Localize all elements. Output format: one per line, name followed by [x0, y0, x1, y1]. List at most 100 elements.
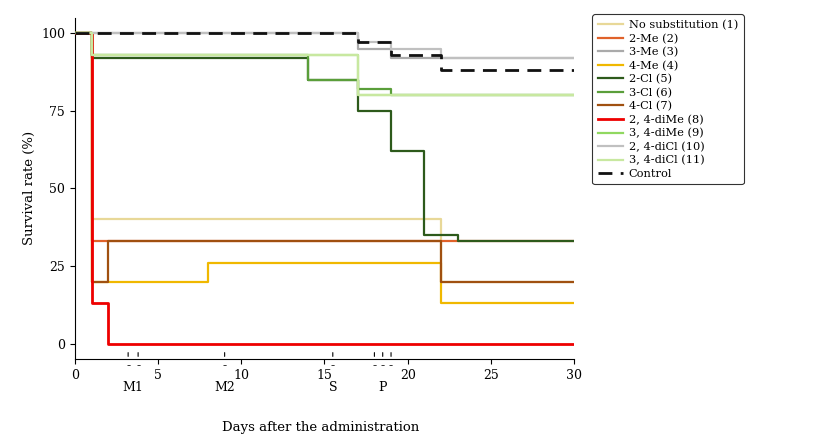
2-Me (2)	[87, 30, 97, 35]
3, 4-diMe (9)	[436, 92, 446, 98]
2-Cl (5)	[303, 77, 313, 82]
4-Me (4)	[569, 300, 579, 306]
2, 4-diCl (10)	[353, 30, 363, 35]
Control	[353, 30, 363, 35]
3-Cl (6)	[353, 86, 363, 92]
No substitution (1)	[436, 279, 446, 284]
2-Cl (5)	[453, 239, 463, 244]
2, 4-diMe (8)	[87, 300, 97, 306]
4-Me (4)	[70, 30, 80, 35]
2, 4-diMe (8)	[87, 30, 97, 35]
3-Cl (6)	[386, 86, 396, 92]
3, 4-diCl (11)	[569, 92, 579, 98]
2, 4-diMe (8)	[569, 341, 579, 346]
Text: -: -	[331, 359, 334, 372]
3, 4-diCl (11)	[386, 92, 396, 98]
Line: 4-Cl (7): 4-Cl (7)	[75, 33, 574, 282]
3, 4-diMe (9)	[386, 92, 396, 98]
Line: No substitution (1): No substitution (1)	[75, 33, 574, 282]
3, 4-diCl (11)	[87, 30, 97, 35]
3-Me (3)	[70, 30, 80, 35]
2, 4-diCl (10)	[436, 55, 446, 60]
Line: 3-Me (3): 3-Me (3)	[75, 33, 574, 58]
No substitution (1)	[569, 279, 579, 284]
3, 4-diMe (9)	[569, 92, 579, 98]
2-Cl (5)	[386, 108, 396, 113]
Text: -: -	[126, 359, 130, 372]
4-Cl (7)	[70, 30, 80, 35]
Y-axis label: Survival rate (%): Survival rate (%)	[22, 131, 36, 245]
3-Me (3)	[353, 46, 363, 51]
Text: Days after the administration: Days after the administration	[221, 420, 419, 434]
4-Cl (7)	[87, 279, 97, 284]
Line: 2, 4-diCl (10): 2, 4-diCl (10)	[75, 33, 574, 58]
Line: 2, 4-diMe (8): 2, 4-diMe (8)	[75, 33, 574, 344]
3, 4-diMe (9)	[70, 30, 80, 35]
2-Cl (5)	[303, 55, 313, 60]
3, 4-diCl (11)	[353, 52, 363, 57]
3, 4-diMe (9)	[353, 52, 363, 57]
3-Cl (6)	[70, 30, 80, 35]
2, 4-diMe (8)	[103, 341, 113, 346]
3, 4-diMe (9)	[436, 92, 446, 98]
Text: M1: M1	[122, 381, 144, 394]
4-Me (4)	[87, 30, 97, 35]
No substitution (1)	[436, 217, 446, 222]
Line: 4-Me (4): 4-Me (4)	[75, 33, 574, 303]
2-Cl (5)	[569, 239, 579, 244]
2-Cl (5)	[386, 148, 396, 154]
Control	[353, 40, 363, 45]
Control	[70, 30, 80, 35]
2, 4-diCl (10)	[436, 46, 446, 51]
3, 4-diCl (11)	[87, 52, 97, 57]
2-Cl (5)	[70, 30, 80, 35]
Control	[386, 40, 396, 45]
Control	[386, 52, 396, 57]
3-Me (3)	[353, 30, 363, 35]
2-Cl (5)	[353, 77, 363, 82]
No substitution (1)	[87, 30, 97, 35]
No substitution (1)	[120, 217, 130, 222]
3-Cl (6)	[87, 30, 97, 35]
Control	[436, 52, 446, 57]
4-Cl (7)	[87, 30, 97, 35]
2-Cl (5)	[419, 148, 429, 154]
4-Cl (7)	[103, 279, 113, 284]
Line: 3-Cl (6): 3-Cl (6)	[75, 33, 574, 95]
4-Me (4)	[436, 300, 446, 306]
No substitution (1)	[70, 30, 80, 35]
3-Cl (6)	[353, 77, 363, 82]
2-Cl (5)	[87, 55, 97, 60]
4-Cl (7)	[569, 279, 579, 284]
3-Cl (6)	[386, 92, 396, 98]
2, 4-diMe (8)	[103, 300, 113, 306]
2-Me (2)	[70, 30, 80, 35]
Text: -: -	[389, 359, 393, 372]
2-Cl (5)	[453, 232, 463, 237]
2, 4-diCl (10)	[353, 40, 363, 45]
3-Cl (6)	[569, 92, 579, 98]
3, 4-diCl (11)	[353, 92, 363, 98]
3, 4-diMe (9)	[87, 30, 97, 35]
4-Me (4)	[203, 279, 213, 284]
2-Me (2)	[569, 239, 579, 244]
Control	[436, 68, 446, 73]
3, 4-diCl (11)	[386, 92, 396, 98]
Text: -: -	[223, 359, 226, 372]
2, 4-diCl (10)	[386, 40, 396, 45]
3-Me (3)	[569, 55, 579, 60]
4-Cl (7)	[103, 239, 113, 244]
Text: S: S	[329, 381, 337, 394]
Line: Control: Control	[75, 33, 574, 71]
4-Cl (7)	[436, 239, 446, 244]
3-Cl (6)	[303, 52, 313, 57]
4-Me (4)	[436, 260, 446, 265]
No substitution (1)	[120, 217, 130, 222]
3, 4-diMe (9)	[386, 92, 396, 98]
4-Me (4)	[203, 260, 213, 265]
3-Me (3)	[386, 46, 396, 51]
No substitution (1)	[87, 217, 97, 222]
3-Cl (6)	[87, 52, 97, 57]
2-Cl (5)	[353, 108, 363, 113]
Control	[569, 68, 579, 73]
